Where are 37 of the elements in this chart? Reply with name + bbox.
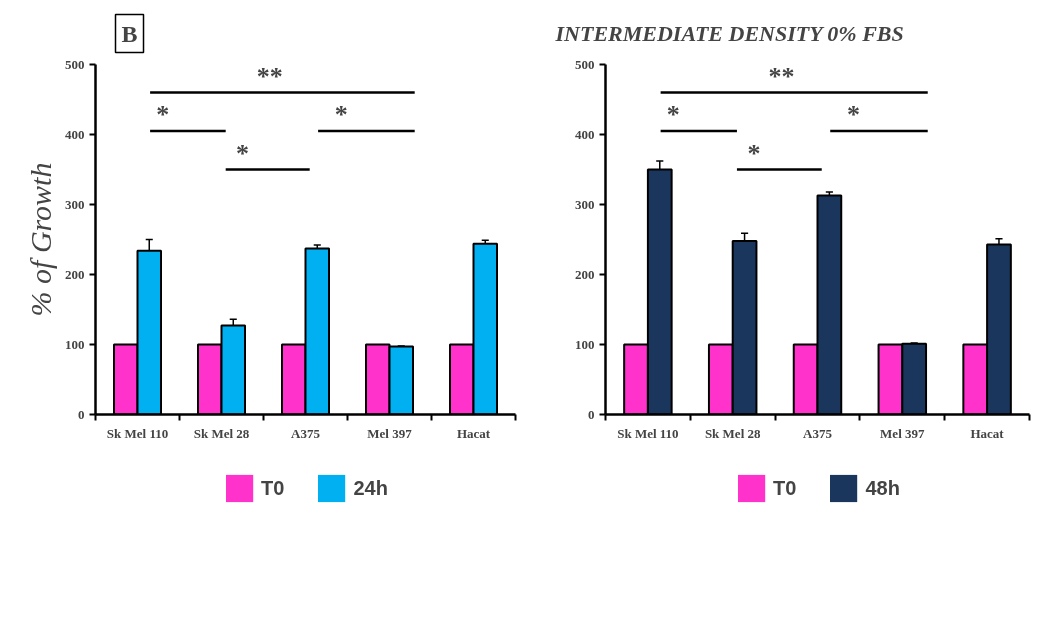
x-tick-label: Mel 397: [367, 425, 413, 441]
y-tick-label: 500: [575, 56, 595, 72]
x-tick-label: Hacat: [456, 425, 491, 441]
annotation: *: [334, 100, 348, 129]
x-tick-label: Mel 397: [880, 425, 925, 441]
y-tick-label: 500: [65, 56, 85, 72]
annotation: *: [666, 100, 680, 129]
y-tick-label: 300: [65, 196, 85, 212]
y-tick-label: 100: [65, 336, 85, 352]
x-tick-label: Sk Mel 110: [617, 425, 679, 441]
annotation: *: [236, 138, 249, 168]
legend-label: T0: [261, 476, 285, 500]
legend-label: T0: [773, 476, 797, 500]
y-tick-label: 100: [575, 336, 595, 352]
annotation: *: [747, 138, 761, 168]
x-tick-label: Sk Mel 28: [704, 425, 762, 441]
x-tick-label: A375: [291, 425, 321, 441]
x-tick-label: Hacat: [970, 425, 1005, 441]
x-tick-label: Sk Mel 110: [106, 425, 169, 441]
y-tick-label: 400: [575, 126, 595, 142]
legend-label: 48h: [865, 476, 900, 500]
annotation: **: [768, 61, 795, 91]
y-tick-label: 0: [78, 406, 85, 422]
y-axis-title: % of Growth: [24, 162, 57, 317]
annotation: *: [847, 100, 861, 129]
annotation: *: [156, 100, 170, 129]
x-tick-label: Sk Mel 28: [193, 425, 250, 441]
y-tick-label: 400: [65, 126, 85, 142]
y-tick-label: 0: [588, 406, 595, 422]
x-tick-label: A375: [803, 425, 833, 441]
y-tick-label: 200: [65, 266, 85, 282]
y-tick-label: 300: [575, 196, 595, 212]
y-tick-label: 200: [575, 266, 595, 282]
text: B: [121, 20, 138, 47]
annotation: **: [256, 61, 283, 91]
legend-label: 24h: [353, 476, 388, 500]
chart-title: INTERMEDIATE DENSITY 0% FBS: [554, 21, 904, 46]
